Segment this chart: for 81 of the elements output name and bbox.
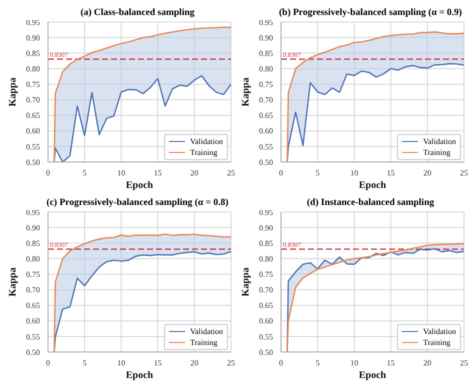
x-axis-title: Epoch [358,370,387,381]
x-tick-label: 5 [82,358,87,368]
x-tick-label: 25 [227,358,235,368]
x-tick-label: 10 [117,358,126,368]
x-tick-label: 25 [460,358,468,368]
y-tick-label: 0.85 [259,238,273,248]
y-tick-label: 0.85 [26,238,40,248]
x-tick-label: 25 [227,168,235,178]
x-tick-label: 20 [190,168,198,178]
x-tick-label: 10 [117,168,126,178]
line-series [54,75,231,162]
y-tick-label: 0.90 [259,33,273,42]
y-tick-label: 0.70 [259,286,273,295]
y-tick-label: 0.60 [259,316,273,326]
chart-title: (c) Progressively-balanced sampling (α = 0.8) [46,198,228,208]
x-tick-label: 0 [279,358,283,368]
y-tick-label: 0.80 [26,64,40,74]
y-axis-title: Kappa [240,78,252,106]
x-tick-label: 15 [386,358,395,368]
y-tick-label: 0.85 [26,48,40,58]
legend-label: Training [423,147,450,158]
legend-label: Training [423,337,450,348]
y-tick-label: 0.55 [26,332,40,342]
legend-label: Training [190,147,218,158]
y-tick-label: 0.65 [26,111,40,120]
x-tick-label: 5 [316,358,320,368]
y-axis-title: Kappa [8,78,19,106]
y-tick-label: 0.50 [26,348,40,357]
y-tick-label: 0.60 [26,126,40,136]
y-tick-label: 0.80 [259,254,273,264]
x-tick-label: 0 [46,168,50,178]
y-tick-label: 0.55 [259,332,273,342]
x-tick-label: 15 [154,358,162,368]
x-tick-label: 5 [82,168,87,178]
y-axis-title: Kappa [240,268,252,296]
y-tick-label: 0.75 [26,270,40,280]
y-tick-label: 0.55 [259,142,273,152]
x-tick-label: 20 [423,168,432,178]
y-tick-label: 0.65 [26,301,40,310]
y-tick-label: 0.70 [26,96,40,105]
y-tick-label: 0.75 [26,80,40,90]
legend-label: Validation [423,136,456,147]
y-tick-label: 0.75 [259,270,273,280]
x-tick-label: 15 [154,168,162,178]
chart-title: (d) Instance-balanced sampling [306,198,434,208]
y-tick-label: 0.60 [26,316,40,326]
legend-label: Validation [190,136,223,147]
y-tick-label: 0.90 [26,33,40,42]
legend-label: Validation [190,326,223,337]
y-tick-label: 0.50 [259,348,273,357]
y-tick-label: 0.55 [26,142,40,152]
x-axis-title: Epoch [126,180,154,191]
y-tick-label: 0.70 [26,286,40,295]
y-tick-label: 0.75 [259,80,273,90]
y-tick-label: 0.60 [259,126,273,136]
x-tick-label: 25 [460,168,468,178]
y-axis-title: Kappa [8,268,19,296]
x-tick-label: 0 [279,168,283,178]
chart-title: (b) Progressively-balanced sampling (α = 0.9) [279,8,462,18]
y-tick-label: 0.50 [26,158,40,167]
x-axis-title: Epoch [126,370,154,381]
chart-title: (a) Class-balanced sampling [80,8,194,18]
y-tick-label: 0.70 [259,96,273,105]
x-tick-label: 5 [316,168,320,178]
x-tick-label: 10 [350,358,358,368]
x-tick-label: 15 [386,168,395,178]
y-tick-label: 0.90 [259,223,273,232]
x-tick-label: 10 [350,168,358,178]
legend-label: Training [190,337,218,348]
y-tick-label: 0.80 [26,254,40,264]
legend-label: Validation [423,326,456,337]
y-tick-label: 0.65 [259,111,273,120]
x-tick-label: 20 [423,358,432,368]
y-tick-label: 0.90 [26,223,40,232]
x-axis-title: Epoch [358,180,387,191]
y-tick-label: 0.50 [259,158,273,167]
y-tick-label: 0.65 [259,301,273,310]
y-tick-label: 0.85 [259,48,273,58]
y-tick-label: 0.80 [259,64,273,74]
x-tick-label: 0 [46,358,50,368]
x-tick-label: 20 [190,358,198,368]
